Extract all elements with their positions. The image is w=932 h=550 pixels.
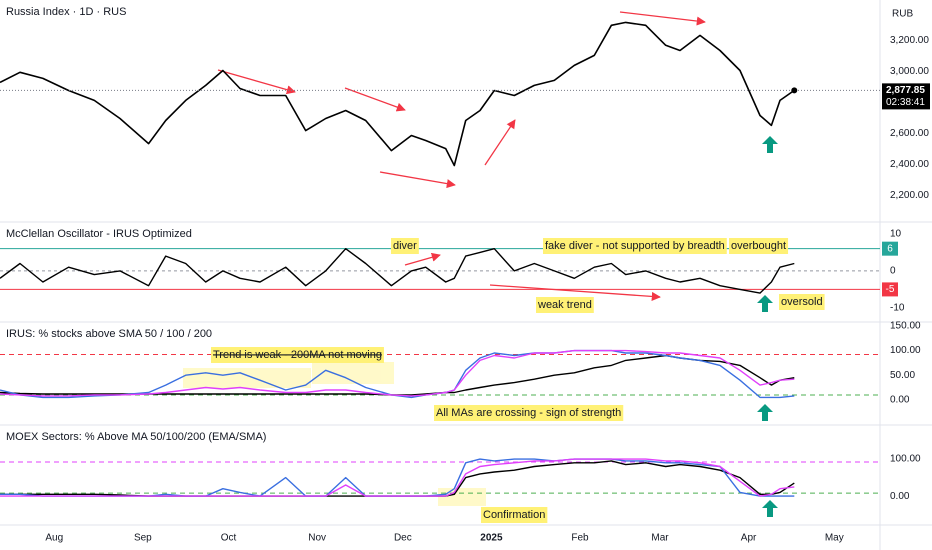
annotation-bg <box>543 238 727 254</box>
x-tick-label: Feb <box>571 533 589 544</box>
annotation-text: diver <box>393 240 417 252</box>
annotation: overbought <box>729 238 789 254</box>
annotation: oversold <box>779 294 825 310</box>
y-tick-label: -10 <box>890 303 905 314</box>
annotation: All MAs are crossing - sign of strength <box>434 405 624 421</box>
annotation: Trend is weak - 200MA not moving <box>211 347 384 363</box>
annotation-bg <box>391 238 419 254</box>
series-line <box>0 349 795 397</box>
y-tick-label: 2,400.00 <box>890 159 929 170</box>
level-badge <box>882 241 898 256</box>
y-tick-label: 150.00 <box>890 321 921 332</box>
highlight-zones <box>183 362 486 506</box>
annotation-bg <box>434 405 624 421</box>
annotation-text: overbought <box>731 240 786 252</box>
annotation: fake diver - not supported by breadth <box>543 238 727 254</box>
annotation-text: Trend is weak - 200MA not moving <box>213 349 382 361</box>
pane-title: Russia Index · 1D · RUS <box>6 6 126 18</box>
y-tick-label: 50.00 <box>890 370 915 381</box>
annotation-bg <box>211 347 384 363</box>
annotation-bg <box>481 507 548 523</box>
series-line <box>0 458 795 497</box>
annotation-bg <box>779 294 825 310</box>
x-tick-label: May <box>825 533 844 544</box>
annotation-text: All MAs are crossing - sign of strength <box>436 407 621 419</box>
x-tick-label: 2025 <box>480 533 503 544</box>
x-tick-label: Mar <box>651 533 669 544</box>
y-tick-label: 3,000.00 <box>890 66 929 77</box>
price-label: 2,877.85 <box>886 85 925 96</box>
x-tick-label: Aug <box>45 533 63 544</box>
annotation-bg <box>729 238 789 254</box>
annotation-text: fake diver - not supported by breadth <box>545 240 725 252</box>
pane-title: IRUS: % stocks above SMA 50 / 100 / 200 <box>6 328 212 340</box>
y-tick-label: 0.00 <box>890 491 910 502</box>
y-tick-label: 2,200.00 <box>890 190 929 201</box>
y-tick-label: 2,600.00 <box>890 128 929 139</box>
annotation-bg <box>536 297 594 313</box>
countdown: 02:38:41 <box>886 97 925 108</box>
y-tick-label: 0 <box>890 266 896 277</box>
annotation: diver <box>391 238 419 254</box>
series-line <box>0 354 795 396</box>
price-badge <box>882 83 930 110</box>
last-point <box>791 87 798 94</box>
y-tick-label: 10 <box>890 228 902 239</box>
annotation: Confirmation <box>481 507 548 523</box>
green-arrows <box>757 136 778 517</box>
currency: RUB <box>892 9 913 20</box>
level-label: 6 <box>887 243 893 254</box>
level-label: -5 <box>886 284 895 295</box>
series-line <box>0 458 795 497</box>
x-tick-label: Apr <box>741 533 757 544</box>
pane-title: MOEX Sectors: % Above MA 50/100/200 (EMA… <box>6 431 266 443</box>
red-arrows <box>217 11 706 301</box>
annotation-text: weak trend <box>537 299 592 311</box>
x-tick-label: Sep <box>134 533 152 544</box>
y-tick-label: 0.00 <box>890 395 910 406</box>
series-line <box>0 247 795 294</box>
annotation-text: Confirmation <box>483 509 545 521</box>
x-tick-label: Oct <box>221 533 237 544</box>
x-tick-label: Nov <box>308 533 326 544</box>
annotation: weak trend <box>536 297 594 313</box>
y-tick-label: 100.00 <box>890 454 921 465</box>
annotation-text: oversold <box>781 296 823 308</box>
level-badge <box>882 282 898 297</box>
pane-title: McClellan Oscillator - IRUS Optimized <box>6 228 192 240</box>
x-tick-label: Dec <box>394 533 412 544</box>
series-line <box>0 349 795 399</box>
series-line <box>0 21 795 167</box>
y-tick-label: 3,200.00 <box>890 35 929 46</box>
y-tick-label: 100.00 <box>890 345 921 356</box>
series-line <box>0 460 795 497</box>
